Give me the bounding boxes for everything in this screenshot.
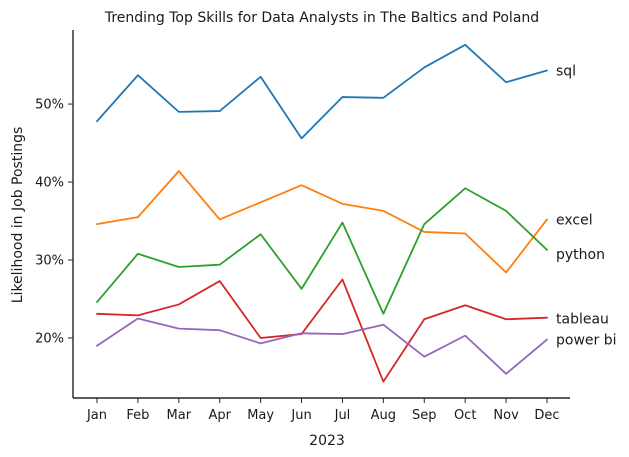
y-tick-label: 40% (35, 176, 64, 191)
x-tick-label: Sep (412, 408, 437, 423)
x-tick-label: Jul (334, 408, 351, 423)
series-label-excel: excel (556, 212, 593, 228)
series-label-python: python (556, 247, 605, 263)
series-line-power-bi (96, 317, 548, 375)
series-label-sql: sql (556, 64, 576, 80)
x-tick-label: May (247, 408, 274, 423)
x-axis-label: 2023 (309, 433, 345, 449)
x-tick-label: Jun (290, 408, 311, 423)
y-tick-label: 30% (35, 254, 64, 269)
x-tick-label: Apr (208, 408, 231, 423)
x-tick-label: Oct (454, 408, 476, 423)
x-tick-label: Nov (493, 408, 519, 423)
series-label-tableau: tableau (556, 312, 609, 328)
x-tick-label: Jan (86, 408, 107, 423)
x-tick-label: Aug (371, 408, 396, 423)
x-tick-label: Mar (167, 408, 192, 423)
x-tick-label: Feb (126, 408, 149, 423)
chart-title: Trending Top Skills for Data Analysts in… (104, 10, 539, 26)
series-label-power-bi: power bi (556, 333, 617, 349)
plot-area: 20% 30% 40% 50% Jan Feb Mar Apr May Jun Jul Aug Sep O… (35, 30, 617, 423)
series-line-python (96, 187, 548, 315)
y-axis-label: Likelihood in Job Postings (10, 127, 26, 304)
x-tick-label: Dec (534, 408, 559, 423)
y-tick-label: 20% (35, 331, 64, 346)
series-line-sql (96, 43, 548, 140)
y-tick-label: 50% (35, 98, 64, 113)
series-line-excel (96, 170, 548, 274)
series-line-tableau (96, 278, 548, 383)
